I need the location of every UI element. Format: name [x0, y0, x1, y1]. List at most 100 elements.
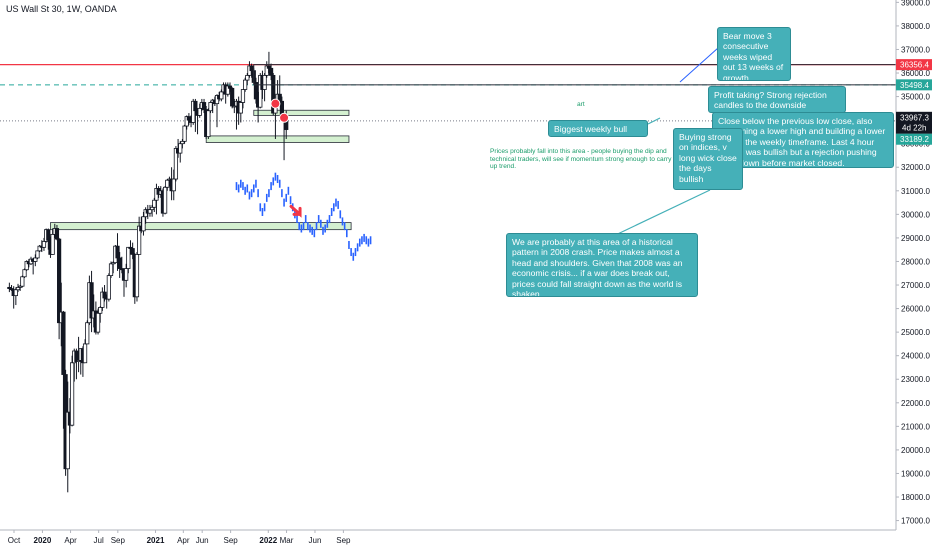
candle-body — [268, 67, 274, 76]
price-label-bg — [896, 111, 932, 134]
candle-body — [46, 229, 51, 241]
x-tick-label: 2021 — [147, 536, 165, 545]
candle — [134, 252, 140, 302]
x-tick-label: Jun — [309, 536, 322, 545]
y-tick-label: 20000.0 — [901, 446, 930, 455]
x-tick-label: 2022 — [259, 536, 277, 545]
candle-body — [271, 74, 276, 114]
price-label-sub: 4d 22h — [902, 123, 926, 132]
candle — [61, 310, 66, 429]
callout-bear-move: Bear move 3 consecutive weeks wiped out … — [717, 27, 791, 81]
candle-body — [238, 102, 243, 114]
candle-body — [197, 107, 202, 116]
callout-profit-taking: Profit taking? Strong rejection candles … — [708, 86, 846, 113]
x-tick-label: Jul — [94, 536, 104, 545]
candle — [106, 273, 111, 302]
x-tick-label: Oct — [8, 536, 21, 545]
candle-body — [201, 102, 207, 110]
candle — [271, 73, 276, 116]
candle-body — [117, 257, 122, 269]
y-tick-label: 27000.0 — [901, 281, 930, 290]
y-tick-label: 19000.0 — [901, 469, 930, 478]
price-label-text: 35498.4 — [900, 81, 929, 90]
callout-buying-strong: Buying strong on indices, v long wick cl… — [673, 128, 743, 190]
y-tick-label: 31000.0 — [901, 187, 930, 196]
candle — [197, 103, 202, 118]
y-tick-label: 30000.0 — [901, 210, 930, 219]
price-label-text: 33189.2 — [900, 135, 929, 144]
y-tick-label: 39000.0 — [901, 0, 930, 7]
price-label: 33189.2 — [896, 133, 932, 145]
candle-body — [186, 116, 191, 121]
y-tick-label: 35000.0 — [901, 93, 930, 102]
candle — [115, 233, 120, 271]
candle — [124, 263, 129, 288]
candle — [50, 228, 55, 255]
y-tick-label: 24000.0 — [901, 352, 930, 361]
candle — [171, 169, 176, 201]
candle — [46, 228, 51, 250]
zone-rect — [253, 109, 350, 116]
candle — [262, 73, 267, 102]
rejection-marker — [279, 112, 290, 123]
candle-body — [163, 186, 168, 214]
zone-rect — [50, 222, 352, 231]
candle — [82, 339, 88, 364]
y-tick-label: 28000.0 — [901, 257, 930, 266]
price-label-bg — [896, 133, 932, 145]
candle-body — [69, 362, 75, 426]
candle — [85, 320, 90, 345]
x-tick-label: Sep — [111, 536, 126, 545]
candle-body — [130, 248, 135, 255]
x-tick-label: 2020 — [34, 536, 52, 545]
x-tick-label: Apr — [177, 536, 190, 545]
zones — [50, 109, 352, 231]
y-tick-label: 17000.0 — [901, 517, 930, 526]
candle — [41, 237, 47, 251]
candle-body — [141, 216, 146, 232]
candles — [7, 51, 289, 493]
candle-body — [208, 102, 213, 112]
y-tick-label: 36000.0 — [901, 69, 930, 78]
candle-body — [41, 241, 47, 248]
candle-body — [102, 291, 107, 299]
y-tick-label: 32000.0 — [901, 163, 930, 172]
candle — [182, 124, 187, 144]
note-start: art — [577, 101, 585, 108]
candle — [240, 89, 246, 109]
candle — [230, 87, 235, 109]
y-tick-label: 18000.0 — [901, 493, 930, 502]
y-tick-label: 21000.0 — [901, 422, 930, 431]
callout-2008-pattern: We are probably at this area of a histor… — [506, 233, 698, 297]
candle-body — [171, 178, 176, 192]
candle-body — [137, 225, 142, 255]
candle-body — [35, 250, 40, 259]
y-tick-label: 25000.0 — [901, 328, 930, 337]
candle-body — [134, 253, 140, 298]
candle-body — [147, 209, 153, 214]
candle-body — [95, 312, 101, 333]
candle-body — [193, 100, 198, 112]
candle-body — [74, 350, 79, 362]
candle-body — [61, 311, 66, 375]
candle-body — [152, 199, 157, 208]
candle-body — [240, 89, 246, 103]
candle-body — [126, 246, 131, 269]
x-tick-label: Mar — [280, 536, 294, 545]
candle-body — [13, 289, 18, 297]
connector-line — [604, 189, 711, 241]
connector-line — [679, 47, 719, 83]
rejection-marker — [270, 98, 281, 109]
y-tick-label: 26000.0 — [901, 305, 930, 314]
candle-body — [178, 143, 183, 154]
candle — [65, 381, 70, 493]
y-tick-label: 38000.0 — [901, 22, 930, 31]
x-tick-label: Apr — [64, 536, 77, 545]
candle-body — [262, 74, 267, 90]
candle-body — [206, 110, 211, 138]
y-tick-label: 22000.0 — [901, 399, 930, 408]
